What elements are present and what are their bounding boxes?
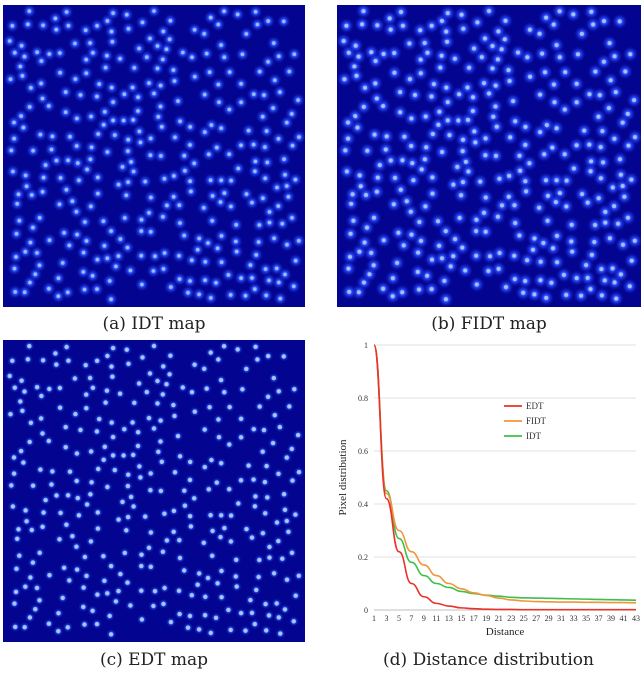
x-tick-label: 39 <box>607 614 615 623</box>
density-blobs <box>3 5 305 307</box>
x-tick-label: 5 <box>397 614 401 623</box>
legend-label-edt: EDT <box>526 401 544 411</box>
x-tick-label: 29 <box>545 614 553 623</box>
x-tick-label: 3 <box>384 614 388 623</box>
y-axis-label: Pixel distribution <box>337 439 349 516</box>
y-tick-label: 0.8 <box>358 394 368 403</box>
series-line-fidt <box>373 344 637 604</box>
x-tick-label: 1 <box>372 614 376 623</box>
density-blobs <box>4 340 305 640</box>
edt-heatmap <box>3 340 305 642</box>
edt-map-image <box>3 340 305 642</box>
x-tick-label: 17 <box>470 614 478 623</box>
x-tick-label: 27 <box>532 614 540 623</box>
y-tick-label: 1 <box>364 341 368 350</box>
x-tick-label: 35 <box>582 614 590 623</box>
idt-heatmap <box>3 5 305 307</box>
x-tick-label: 13 <box>445 614 453 623</box>
fidt-map-image <box>337 5 641 307</box>
x-tick-label: 31 <box>557 614 565 623</box>
distribution-caption: (d) Distance distribution <box>383 650 594 670</box>
density-blobs <box>337 5 641 307</box>
x-tick-label: 23 <box>507 614 515 623</box>
fidt-heatmap <box>337 5 641 307</box>
distance-distribution-chart: 0 0.2 0.4 0.6 0.8 1 1 3 5 7 9 11 13 15 17 19 21 23 25 27 29 3… <box>336 338 641 644</box>
chart-svg: 00.20.40.60.811 3 5 7 9 11 13 15 17 19 21 23 25 27 29 3… <box>337 341 640 638</box>
x-tick-label: 9 <box>422 614 426 623</box>
x-tick-label: 19 <box>482 614 490 623</box>
x-tick-label: 11 <box>433 614 441 623</box>
legend-label-idt: IDT <box>526 431 541 441</box>
y-tick-label: 0.2 <box>358 553 368 562</box>
idt-map-image <box>3 5 305 307</box>
idt-map-caption: (a) IDT map <box>102 314 206 334</box>
x-tick-label: 33 <box>570 614 578 623</box>
x-axis-label: Distance <box>486 626 525 638</box>
x-tick-label: 37 <box>595 614 603 623</box>
y-tick-label: 0.6 <box>358 447 368 456</box>
y-tick-label: 0 <box>364 606 368 615</box>
series-line-idt <box>373 344 637 601</box>
edt-map-caption: (c) EDT map <box>99 650 209 670</box>
x-tick-label: 25 <box>520 614 528 623</box>
x-tick-label: 15 <box>457 614 465 623</box>
x-tick-label: 21 <box>495 614 503 623</box>
y-tick-label: 0.4 <box>358 500 368 509</box>
series-line-edt <box>373 344 636 611</box>
x-tick-label: 7 <box>409 614 413 623</box>
fidt-map-caption: (b) FIDT map <box>431 314 547 334</box>
legend-label-fidt: FIDT <box>526 416 547 426</box>
x-tick-label: 41 <box>620 614 628 623</box>
x-tick-label: 43 <box>632 614 640 623</box>
